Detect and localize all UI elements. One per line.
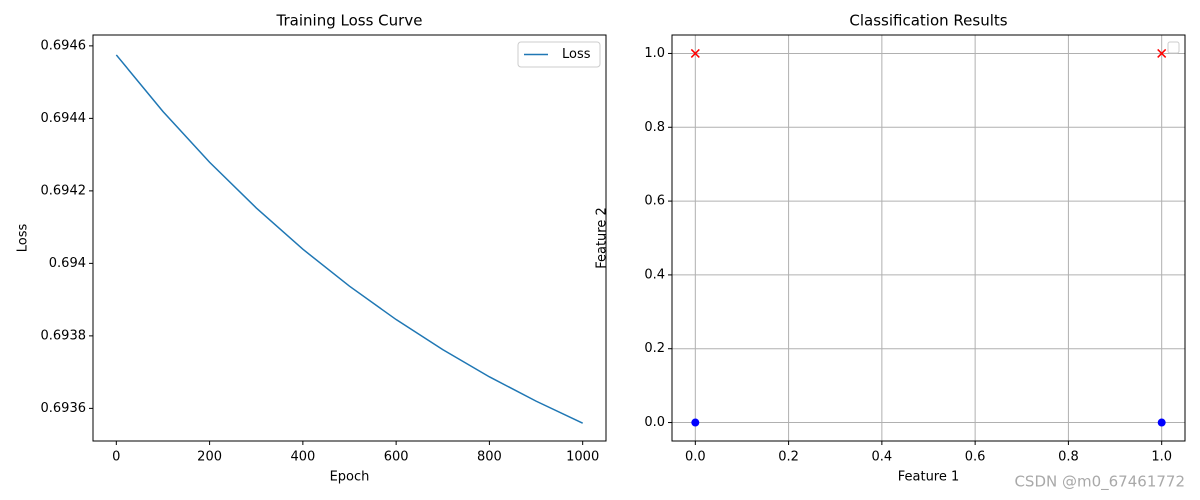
point bbox=[690, 48, 700, 58]
chart-title: Training Loss Curve bbox=[276, 12, 423, 30]
x-tick-label: 0.0 bbox=[685, 450, 706, 465]
y-tick-label: 0.6938 bbox=[41, 328, 87, 343]
x-tick-label: 1.0 bbox=[1151, 450, 1172, 465]
x-tick-label: 600 bbox=[384, 450, 409, 465]
y-tick-label: 0.2 bbox=[644, 341, 665, 356]
y-tick-label: 0.4 bbox=[644, 267, 665, 282]
point bbox=[1157, 418, 1166, 427]
x-axis-label: Feature 1 bbox=[898, 470, 960, 485]
chart-title: Classification Results bbox=[849, 12, 1007, 30]
y-tick-label: 0.0 bbox=[644, 415, 665, 430]
x-tick-label: 0.4 bbox=[872, 450, 893, 465]
y-tick-label: 0.6942 bbox=[41, 183, 87, 198]
y-tick-label: 0.6936 bbox=[41, 401, 87, 416]
y-tick-label: 0.6946 bbox=[41, 38, 87, 53]
x-tick-label: 0.8 bbox=[1058, 450, 1079, 465]
point bbox=[691, 418, 700, 427]
y-axis-label: Loss bbox=[16, 224, 31, 253]
point bbox=[1157, 48, 1167, 58]
legend-box bbox=[1167, 41, 1180, 54]
axes-frame bbox=[671, 34, 1186, 442]
loss-line bbox=[115, 54, 584, 424]
y-axis-label: Feature 2 bbox=[595, 207, 610, 269]
x-tick-label: 800 bbox=[477, 450, 502, 465]
axes-frame bbox=[92, 34, 607, 442]
x-tick-label: 0 bbox=[112, 450, 120, 465]
legend-label: Loss bbox=[562, 47, 591, 62]
x-tick-label: 0.2 bbox=[778, 450, 799, 465]
y-tick-label: 0.8 bbox=[644, 120, 665, 135]
watermark: CSDN @m0_67461772 bbox=[1014, 473, 1185, 492]
x-tick-label: 0.6 bbox=[965, 450, 986, 465]
y-tick-label: 1.0 bbox=[644, 46, 665, 61]
legend-box bbox=[517, 41, 601, 68]
x-tick-label: 1000 bbox=[566, 450, 599, 465]
y-tick-label: 0.694 bbox=[49, 256, 86, 271]
y-tick-label: 0.6944 bbox=[41, 111, 87, 126]
x-tick-label: 200 bbox=[197, 450, 222, 465]
x-tick-label: 400 bbox=[290, 450, 315, 465]
y-tick-label: 0.6 bbox=[644, 194, 665, 209]
x-axis-label: Epoch bbox=[330, 470, 370, 485]
